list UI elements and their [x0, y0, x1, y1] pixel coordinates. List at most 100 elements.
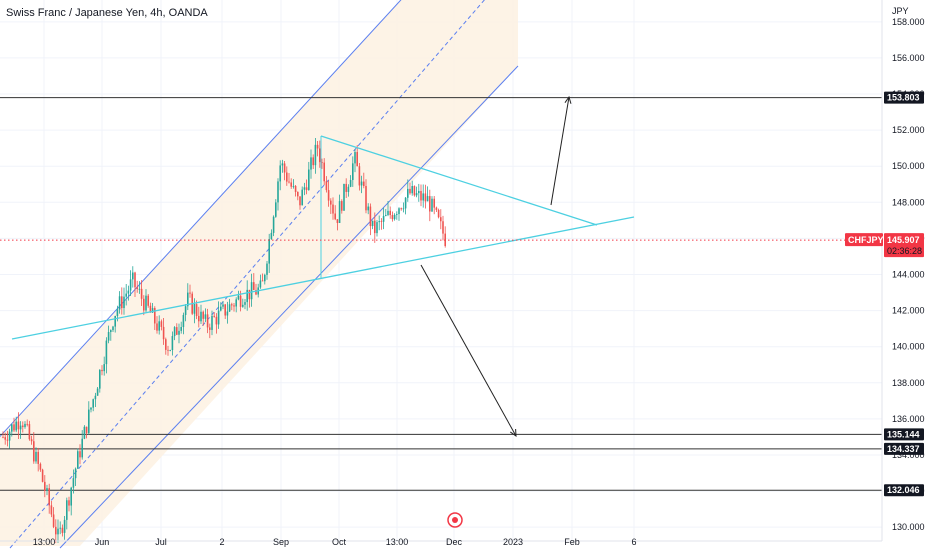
candle-body — [374, 220, 376, 234]
candle-body — [184, 306, 187, 315]
candle-body — [88, 409, 90, 434]
candle-body — [140, 288, 143, 299]
candle-body — [325, 181, 328, 191]
candle-body — [129, 279, 132, 291]
candle-body — [402, 208, 405, 210]
candle-body — [283, 163, 286, 173]
candle-body — [330, 200, 332, 205]
x-tick-label: Sep — [273, 537, 289, 547]
candle-body — [41, 469, 44, 482]
level-price-tag — [884, 91, 924, 104]
candle-body — [244, 302, 246, 305]
candle-body — [321, 162, 323, 163]
projection-arrow-down-head — [509, 428, 517, 438]
candle-body — [272, 216, 275, 233]
candle-body — [231, 304, 233, 306]
candle-body — [17, 421, 20, 430]
candle-body — [286, 172, 288, 182]
candle-body — [182, 314, 185, 328]
candle-body — [297, 191, 299, 197]
projection-arrow-up — [550, 96, 570, 206]
y-tick-label: 140.000 — [892, 342, 925, 352]
candle-body — [220, 306, 222, 311]
candle-body — [233, 305, 235, 307]
candle-body — [35, 451, 37, 462]
candle-body — [411, 186, 413, 194]
candle-body — [105, 340, 108, 365]
candle-body — [222, 304, 224, 307]
candle-body — [259, 280, 262, 288]
y-tick-label: 136.000 — [892, 414, 925, 424]
candle-body — [195, 304, 198, 316]
candle-body — [134, 272, 136, 288]
candle-body — [165, 339, 167, 350]
candle-body — [37, 451, 39, 464]
record-icon — [447, 512, 463, 528]
candle-body — [77, 451, 79, 469]
candle-body — [13, 424, 15, 431]
current-price-tag — [884, 233, 924, 258]
candle-body — [429, 196, 431, 212]
candle-body — [431, 198, 433, 212]
x-tick-label: 13:00 — [386, 537, 409, 547]
candle-body — [96, 388, 99, 396]
candle-body — [154, 308, 156, 324]
candle-body — [44, 481, 46, 491]
level-price-label: 132.046 — [887, 485, 920, 495]
level-price-tag — [884, 484, 924, 497]
candle-body — [356, 152, 358, 167]
candle-body — [81, 438, 83, 458]
candle-body — [290, 182, 292, 187]
candle-body — [292, 185, 295, 187]
candle-body — [305, 187, 308, 190]
candle-body — [303, 187, 306, 190]
level-price-tag — [884, 442, 924, 455]
level-price-label: 134.337 — [887, 444, 920, 454]
y-tick-label: 144.000 — [892, 270, 925, 280]
candle-body — [275, 202, 277, 217]
x-tick-label: 13:00 — [33, 537, 56, 547]
candle-body — [121, 296, 123, 309]
record-icon-dot — [452, 517, 458, 523]
candle-body — [52, 514, 55, 527]
candle-body — [268, 239, 270, 264]
symbol-label: CHFJPY — [848, 235, 884, 245]
candle-body — [255, 289, 257, 295]
candle-body — [178, 330, 180, 335]
candle-body — [79, 451, 81, 458]
projection-arrow-up-head — [564, 95, 572, 104]
x-tick-label: Feb — [564, 537, 580, 547]
candle-body — [288, 181, 290, 183]
symbol-tag — [845, 233, 883, 247]
candle-body — [26, 423, 28, 425]
candle-body — [204, 314, 207, 319]
candle-body — [19, 425, 22, 430]
candle-body — [310, 157, 312, 170]
x-tick-label: 6 — [631, 537, 636, 547]
candle-body — [341, 201, 343, 211]
candle-body — [127, 290, 130, 294]
candle-body — [301, 189, 303, 206]
candle-body — [338, 201, 341, 223]
candle-body — [391, 215, 394, 220]
candle-body — [187, 292, 189, 307]
candle-body — [334, 213, 336, 220]
x-tick-label: 2023 — [503, 537, 523, 547]
candle-body — [189, 292, 191, 294]
candle-body — [418, 190, 420, 194]
candle-body — [151, 308, 154, 313]
candle-body — [46, 488, 48, 491]
candle-body — [169, 350, 171, 351]
candle-body — [327, 190, 330, 201]
candle-body — [74, 468, 77, 479]
candle-body — [6, 439, 9, 441]
current-price-label: 145.907 — [887, 235, 920, 245]
candle-body — [420, 190, 422, 201]
candle-body — [215, 316, 218, 325]
candle-body — [68, 500, 70, 506]
candle-body — [224, 304, 226, 316]
candle-body — [352, 163, 354, 181]
candle-body — [217, 310, 220, 325]
